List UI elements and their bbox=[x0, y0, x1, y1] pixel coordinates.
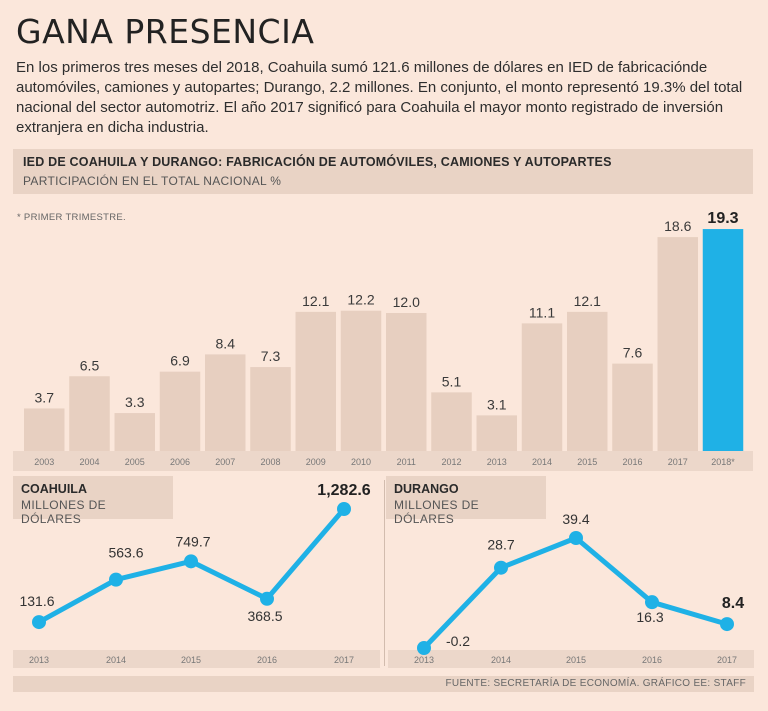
bar-value-label: 6.5 bbox=[80, 357, 100, 373]
page-title: GANA PRESENCIA bbox=[16, 12, 315, 51]
x-tick-label: 2016 bbox=[642, 655, 662, 665]
series-line bbox=[421, 535, 730, 651]
data-point bbox=[32, 615, 46, 630]
point-value-label: 749.7 bbox=[175, 533, 210, 549]
point-value-label: 131.6 bbox=[19, 593, 54, 609]
bar-2014 bbox=[521, 323, 563, 451]
bar-value-label: 18.6 bbox=[664, 218, 691, 234]
bar-value-label: 12.1 bbox=[302, 293, 329, 309]
bar-year-label: 2010 bbox=[351, 457, 371, 467]
data-point bbox=[260, 591, 274, 606]
coahuila-chart-title: COAHUILA bbox=[21, 482, 87, 496]
bar-2009 bbox=[295, 311, 336, 451]
point-value-label: -0.2 bbox=[446, 633, 470, 649]
bar-year-label: 2017 bbox=[668, 457, 688, 467]
point-value-label: 563.6 bbox=[108, 545, 143, 561]
bar-value-label: 8.4 bbox=[216, 335, 236, 351]
line-axis-band bbox=[13, 650, 380, 668]
bar-value-label: 12.2 bbox=[347, 292, 374, 308]
point-value-label: 8.4 bbox=[722, 595, 744, 612]
intro-paragraph: En los primeros tres meses del 2018, Coa… bbox=[16, 59, 743, 136]
bar-value-label: 6.9 bbox=[170, 353, 190, 369]
bar-2016 bbox=[612, 363, 653, 451]
bar-year-label: 2005 bbox=[125, 457, 145, 467]
point-value-label: 39.4 bbox=[562, 511, 589, 527]
data-point bbox=[184, 554, 198, 569]
bar-year-label: 2015 bbox=[577, 457, 597, 467]
bar-value-label: 12.1 bbox=[574, 293, 601, 309]
bar-year-label: 2007 bbox=[215, 457, 235, 467]
bar-2010 bbox=[340, 310, 382, 451]
bar-2008 bbox=[250, 367, 291, 451]
data-point bbox=[417, 641, 431, 655]
bar-year-label: 2016 bbox=[622, 457, 642, 467]
bar-chart-subtitle: PARTICIPACIÓN EN EL TOTAL NACIONAL % bbox=[23, 174, 282, 188]
bar-value-label: 19.3 bbox=[707, 210, 738, 227]
point-value-label: 16.3 bbox=[636, 609, 663, 625]
x-tick-label: 2017 bbox=[717, 655, 737, 665]
bar-value-label: 3.3 bbox=[125, 394, 145, 410]
coahuila-chart-subtitle: MILLONES DE DÓLARES bbox=[21, 498, 107, 526]
data-point bbox=[494, 560, 508, 575]
bar-2005 bbox=[114, 413, 155, 451]
point-value-label: 1,282.6 bbox=[317, 482, 370, 499]
point-value-label: 368.5 bbox=[247, 608, 282, 624]
x-tick-label: 2014 bbox=[106, 655, 126, 665]
data-point bbox=[109, 572, 123, 587]
bar-year-label: 2008 bbox=[260, 457, 280, 467]
bar-2012 bbox=[431, 392, 472, 451]
x-tick-label: 2013 bbox=[29, 655, 49, 665]
bar-value-label: 3.1 bbox=[487, 396, 507, 412]
x-tick-label: 2013 bbox=[414, 655, 434, 665]
durango-chart-title: DURANGO bbox=[394, 482, 459, 496]
bar-year-label: 2012 bbox=[441, 457, 461, 467]
x-tick-label: 2016 bbox=[257, 655, 277, 665]
bar-2006 bbox=[159, 371, 201, 451]
data-point bbox=[645, 595, 659, 610]
x-tick-label: 2017 bbox=[334, 655, 354, 665]
x-tick-label: 2014 bbox=[491, 655, 511, 665]
bar-2013 bbox=[476, 415, 517, 451]
bar-chart-header: IED DE COAHUILA Y DURANGO: FABRICACIÓN D… bbox=[13, 149, 753, 194]
coahuila-chart-header: COAHUILA MILLONES DE DÓLARES bbox=[13, 476, 173, 526]
chart-divider bbox=[384, 480, 385, 666]
bar-year-label: 2004 bbox=[79, 457, 99, 467]
bar-year-label: 2014 bbox=[532, 457, 552, 467]
bar-value-label: 11.1 bbox=[529, 304, 555, 320]
bar-year-label: 2018* bbox=[711, 457, 735, 467]
bar-axis-band bbox=[13, 451, 753, 471]
bar-2004 bbox=[69, 376, 110, 451]
bar-value-label: 7.3 bbox=[261, 348, 281, 364]
bar-2003 bbox=[24, 408, 65, 451]
bar-year-label: 2011 bbox=[397, 457, 416, 467]
data-point bbox=[720, 617, 734, 632]
x-tick-label: 2015 bbox=[566, 655, 586, 665]
bar-2011 bbox=[386, 313, 427, 451]
x-tick-label: 2015 bbox=[181, 655, 201, 665]
point-value-label: 28.7 bbox=[487, 537, 514, 553]
source-footer: FUENTE: SECRETARÍA DE ECONOMÍA. GRÁFICO … bbox=[13, 676, 754, 692]
footnote: * PRIMER TRIMESTRE. bbox=[17, 212, 126, 223]
bar-2007 bbox=[205, 354, 246, 451]
bar-chart-title: IED DE COAHUILA Y DURANGO: FABRICACIÓN D… bbox=[23, 155, 612, 169]
bar-2017 bbox=[657, 237, 698, 451]
data-point bbox=[337, 502, 351, 516]
bar-value-label: 5.1 bbox=[442, 373, 462, 389]
bar-value-label: 3.7 bbox=[35, 389, 55, 405]
bar-year-label: 2013 bbox=[487, 457, 507, 467]
data-point bbox=[569, 531, 583, 545]
bar-value-label: 12.0 bbox=[393, 294, 420, 310]
durango-chart-subtitle: MILLONES DE DÓLARES bbox=[394, 498, 480, 526]
bar-value-label: 7.6 bbox=[623, 345, 643, 361]
bar-year-label: 2003 bbox=[34, 457, 54, 467]
durango-chart-header: DURANGO MILLONES DE DÓLARES bbox=[386, 476, 546, 526]
bar-2015 bbox=[567, 311, 608, 451]
bar-2018* bbox=[702, 229, 744, 451]
line-axis-band bbox=[388, 650, 754, 668]
bar-year-label: 2009 bbox=[306, 457, 326, 467]
bar-year-label: 2006 bbox=[170, 457, 190, 467]
